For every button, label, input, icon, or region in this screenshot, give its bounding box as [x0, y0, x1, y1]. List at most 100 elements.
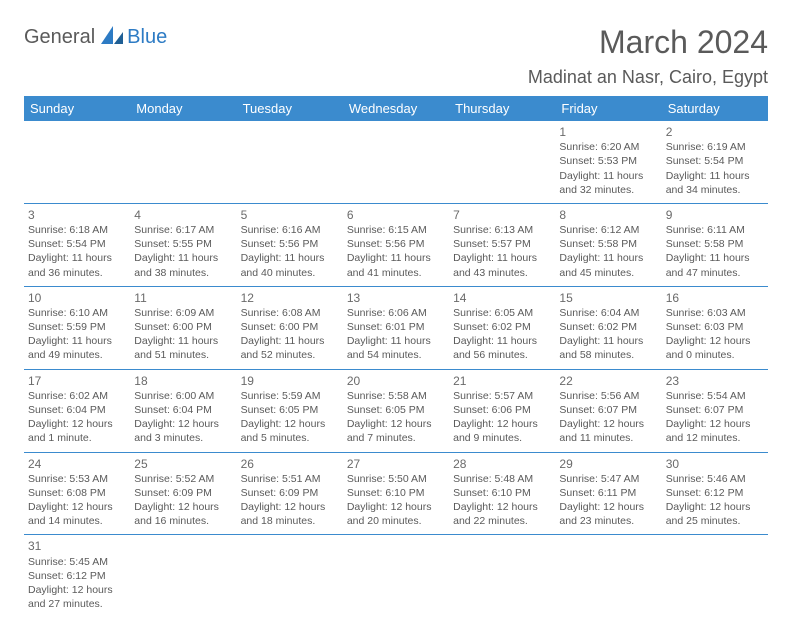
sunrise-line: Sunrise: 6:19 AM: [666, 140, 764, 154]
calendar-day-cell: 15Sunrise: 6:04 AMSunset: 6:02 PMDayligh…: [555, 286, 661, 369]
sunrise-line: Sunrise: 6:12 AM: [559, 223, 657, 237]
day-number: 23: [666, 373, 764, 389]
sunrise-line: Sunrise: 5:50 AM: [347, 472, 445, 486]
daylight-line-2: and 49 minutes.: [28, 348, 126, 362]
calendar-day-cell: 24Sunrise: 5:53 AMSunset: 6:08 PMDayligh…: [24, 452, 130, 535]
calendar-day-cell: 10Sunrise: 6:10 AMSunset: 5:59 PMDayligh…: [24, 286, 130, 369]
daylight-line-2: and 1 minute.: [28, 431, 126, 445]
day-number: 12: [241, 290, 339, 306]
calendar-day-cell: 16Sunrise: 6:03 AMSunset: 6:03 PMDayligh…: [662, 286, 768, 369]
sunrise-line: Sunrise: 6:09 AM: [134, 306, 232, 320]
daylight-line-1: Daylight: 11 hours: [453, 251, 551, 265]
sunrise-line: Sunrise: 5:56 AM: [559, 389, 657, 403]
day-number: 16: [666, 290, 764, 306]
calendar-day-cell: 1Sunrise: 6:20 AMSunset: 5:53 PMDaylight…: [555, 121, 661, 203]
daylight-line-2: and 18 minutes.: [241, 514, 339, 528]
sunrise-line: Sunrise: 5:59 AM: [241, 389, 339, 403]
daylight-line-2: and 12 minutes.: [666, 431, 764, 445]
sunrise-line: Sunrise: 6:00 AM: [134, 389, 232, 403]
daylight-line-2: and 38 minutes.: [134, 266, 232, 280]
sunset-line: Sunset: 5:57 PM: [453, 237, 551, 251]
calendar-day-cell: 21Sunrise: 5:57 AMSunset: 6:06 PMDayligh…: [449, 369, 555, 452]
daylight-line-1: Daylight: 12 hours: [134, 417, 232, 431]
daylight-line-1: Daylight: 11 hours: [134, 251, 232, 265]
sunrise-line: Sunrise: 6:11 AM: [666, 223, 764, 237]
daylight-line-2: and 27 minutes.: [28, 597, 126, 611]
day-number: 30: [666, 456, 764, 472]
sunset-line: Sunset: 6:07 PM: [666, 403, 764, 417]
calendar-day-cell: 28Sunrise: 5:48 AMSunset: 6:10 PMDayligh…: [449, 452, 555, 535]
calendar-day-cell: [237, 535, 343, 617]
calendar-day-cell: 14Sunrise: 6:05 AMSunset: 6:02 PMDayligh…: [449, 286, 555, 369]
sunset-line: Sunset: 6:06 PM: [453, 403, 551, 417]
calendar-day-cell: 25Sunrise: 5:52 AMSunset: 6:09 PMDayligh…: [130, 452, 236, 535]
calendar-day-cell: 2Sunrise: 6:19 AMSunset: 5:54 PMDaylight…: [662, 121, 768, 203]
sunrise-line: Sunrise: 6:05 AM: [453, 306, 551, 320]
calendar-week-row: 3Sunrise: 6:18 AMSunset: 5:54 PMDaylight…: [24, 203, 768, 286]
day-number: 17: [28, 373, 126, 389]
daylight-line-1: Daylight: 12 hours: [559, 417, 657, 431]
daylight-line-1: Daylight: 12 hours: [28, 500, 126, 514]
sunrise-line: Sunrise: 5:53 AM: [28, 472, 126, 486]
daylight-line-2: and 40 minutes.: [241, 266, 339, 280]
sunrise-line: Sunrise: 5:57 AM: [453, 389, 551, 403]
sunset-line: Sunset: 6:10 PM: [453, 486, 551, 500]
sunrise-line: Sunrise: 5:45 AM: [28, 555, 126, 569]
daylight-line-1: Daylight: 11 hours: [347, 334, 445, 348]
daylight-line-1: Daylight: 11 hours: [134, 334, 232, 348]
sunset-line: Sunset: 6:12 PM: [666, 486, 764, 500]
sunset-line: Sunset: 5:53 PM: [559, 154, 657, 168]
daylight-line-1: Daylight: 11 hours: [559, 334, 657, 348]
calendar-day-cell: 12Sunrise: 6:08 AMSunset: 6:00 PMDayligh…: [237, 286, 343, 369]
day-number: 27: [347, 456, 445, 472]
calendar-day-cell: 6Sunrise: 6:15 AMSunset: 5:56 PMDaylight…: [343, 203, 449, 286]
daylight-line-1: Daylight: 11 hours: [347, 251, 445, 265]
day-number: 18: [134, 373, 232, 389]
calendar-table: Sunday Monday Tuesday Wednesday Thursday…: [24, 96, 768, 617]
day-number: 19: [241, 373, 339, 389]
calendar-day-cell: [555, 535, 661, 617]
daylight-line-1: Daylight: 12 hours: [241, 417, 339, 431]
daylight-line-1: Daylight: 12 hours: [453, 500, 551, 514]
daylight-line-2: and 5 minutes.: [241, 431, 339, 445]
daylight-line-2: and 43 minutes.: [453, 266, 551, 280]
calendar-week-row: 31Sunrise: 5:45 AMSunset: 6:12 PMDayligh…: [24, 535, 768, 617]
calendar-day-cell: 3Sunrise: 6:18 AMSunset: 5:54 PMDaylight…: [24, 203, 130, 286]
sunrise-line: Sunrise: 6:08 AM: [241, 306, 339, 320]
daylight-line-2: and 52 minutes.: [241, 348, 339, 362]
daylight-line-1: Daylight: 12 hours: [28, 417, 126, 431]
sunrise-line: Sunrise: 5:47 AM: [559, 472, 657, 486]
daylight-line-2: and 14 minutes.: [28, 514, 126, 528]
calendar-day-cell: 9Sunrise: 6:11 AMSunset: 5:58 PMDaylight…: [662, 203, 768, 286]
sunrise-line: Sunrise: 6:18 AM: [28, 223, 126, 237]
sunset-line: Sunset: 6:09 PM: [241, 486, 339, 500]
calendar-day-cell: 18Sunrise: 6:00 AMSunset: 6:04 PMDayligh…: [130, 369, 236, 452]
calendar-day-cell: 23Sunrise: 5:54 AMSunset: 6:07 PMDayligh…: [662, 369, 768, 452]
sunset-line: Sunset: 5:54 PM: [666, 154, 764, 168]
daylight-line-1: Daylight: 11 hours: [241, 251, 339, 265]
daylight-line-2: and 25 minutes.: [666, 514, 764, 528]
daylight-line-1: Daylight: 12 hours: [347, 417, 445, 431]
logo-text-blue: Blue: [127, 26, 167, 49]
sunrise-line: Sunrise: 6:16 AM: [241, 223, 339, 237]
sunset-line: Sunset: 5:59 PM: [28, 320, 126, 334]
day-number: 7: [453, 207, 551, 223]
daylight-line-2: and 22 minutes.: [453, 514, 551, 528]
daylight-line-1: Daylight: 11 hours: [559, 169, 657, 183]
calendar-week-row: 24Sunrise: 5:53 AMSunset: 6:08 PMDayligh…: [24, 452, 768, 535]
daylight-line-1: Daylight: 12 hours: [666, 334, 764, 348]
day-number: 21: [453, 373, 551, 389]
sunset-line: Sunset: 6:04 PM: [28, 403, 126, 417]
calendar-day-cell: [662, 535, 768, 617]
header-thursday: Thursday: [449, 96, 555, 121]
sunset-line: Sunset: 6:01 PM: [347, 320, 445, 334]
calendar-day-cell: [343, 121, 449, 203]
day-number: 15: [559, 290, 657, 306]
daylight-line-1: Daylight: 11 hours: [28, 251, 126, 265]
daylight-line-2: and 36 minutes.: [28, 266, 126, 280]
sunset-line: Sunset: 5:55 PM: [134, 237, 232, 251]
daylight-line-1: Daylight: 12 hours: [453, 417, 551, 431]
sunrise-line: Sunrise: 6:02 AM: [28, 389, 126, 403]
calendar-day-cell: [343, 535, 449, 617]
calendar-day-cell: [24, 121, 130, 203]
